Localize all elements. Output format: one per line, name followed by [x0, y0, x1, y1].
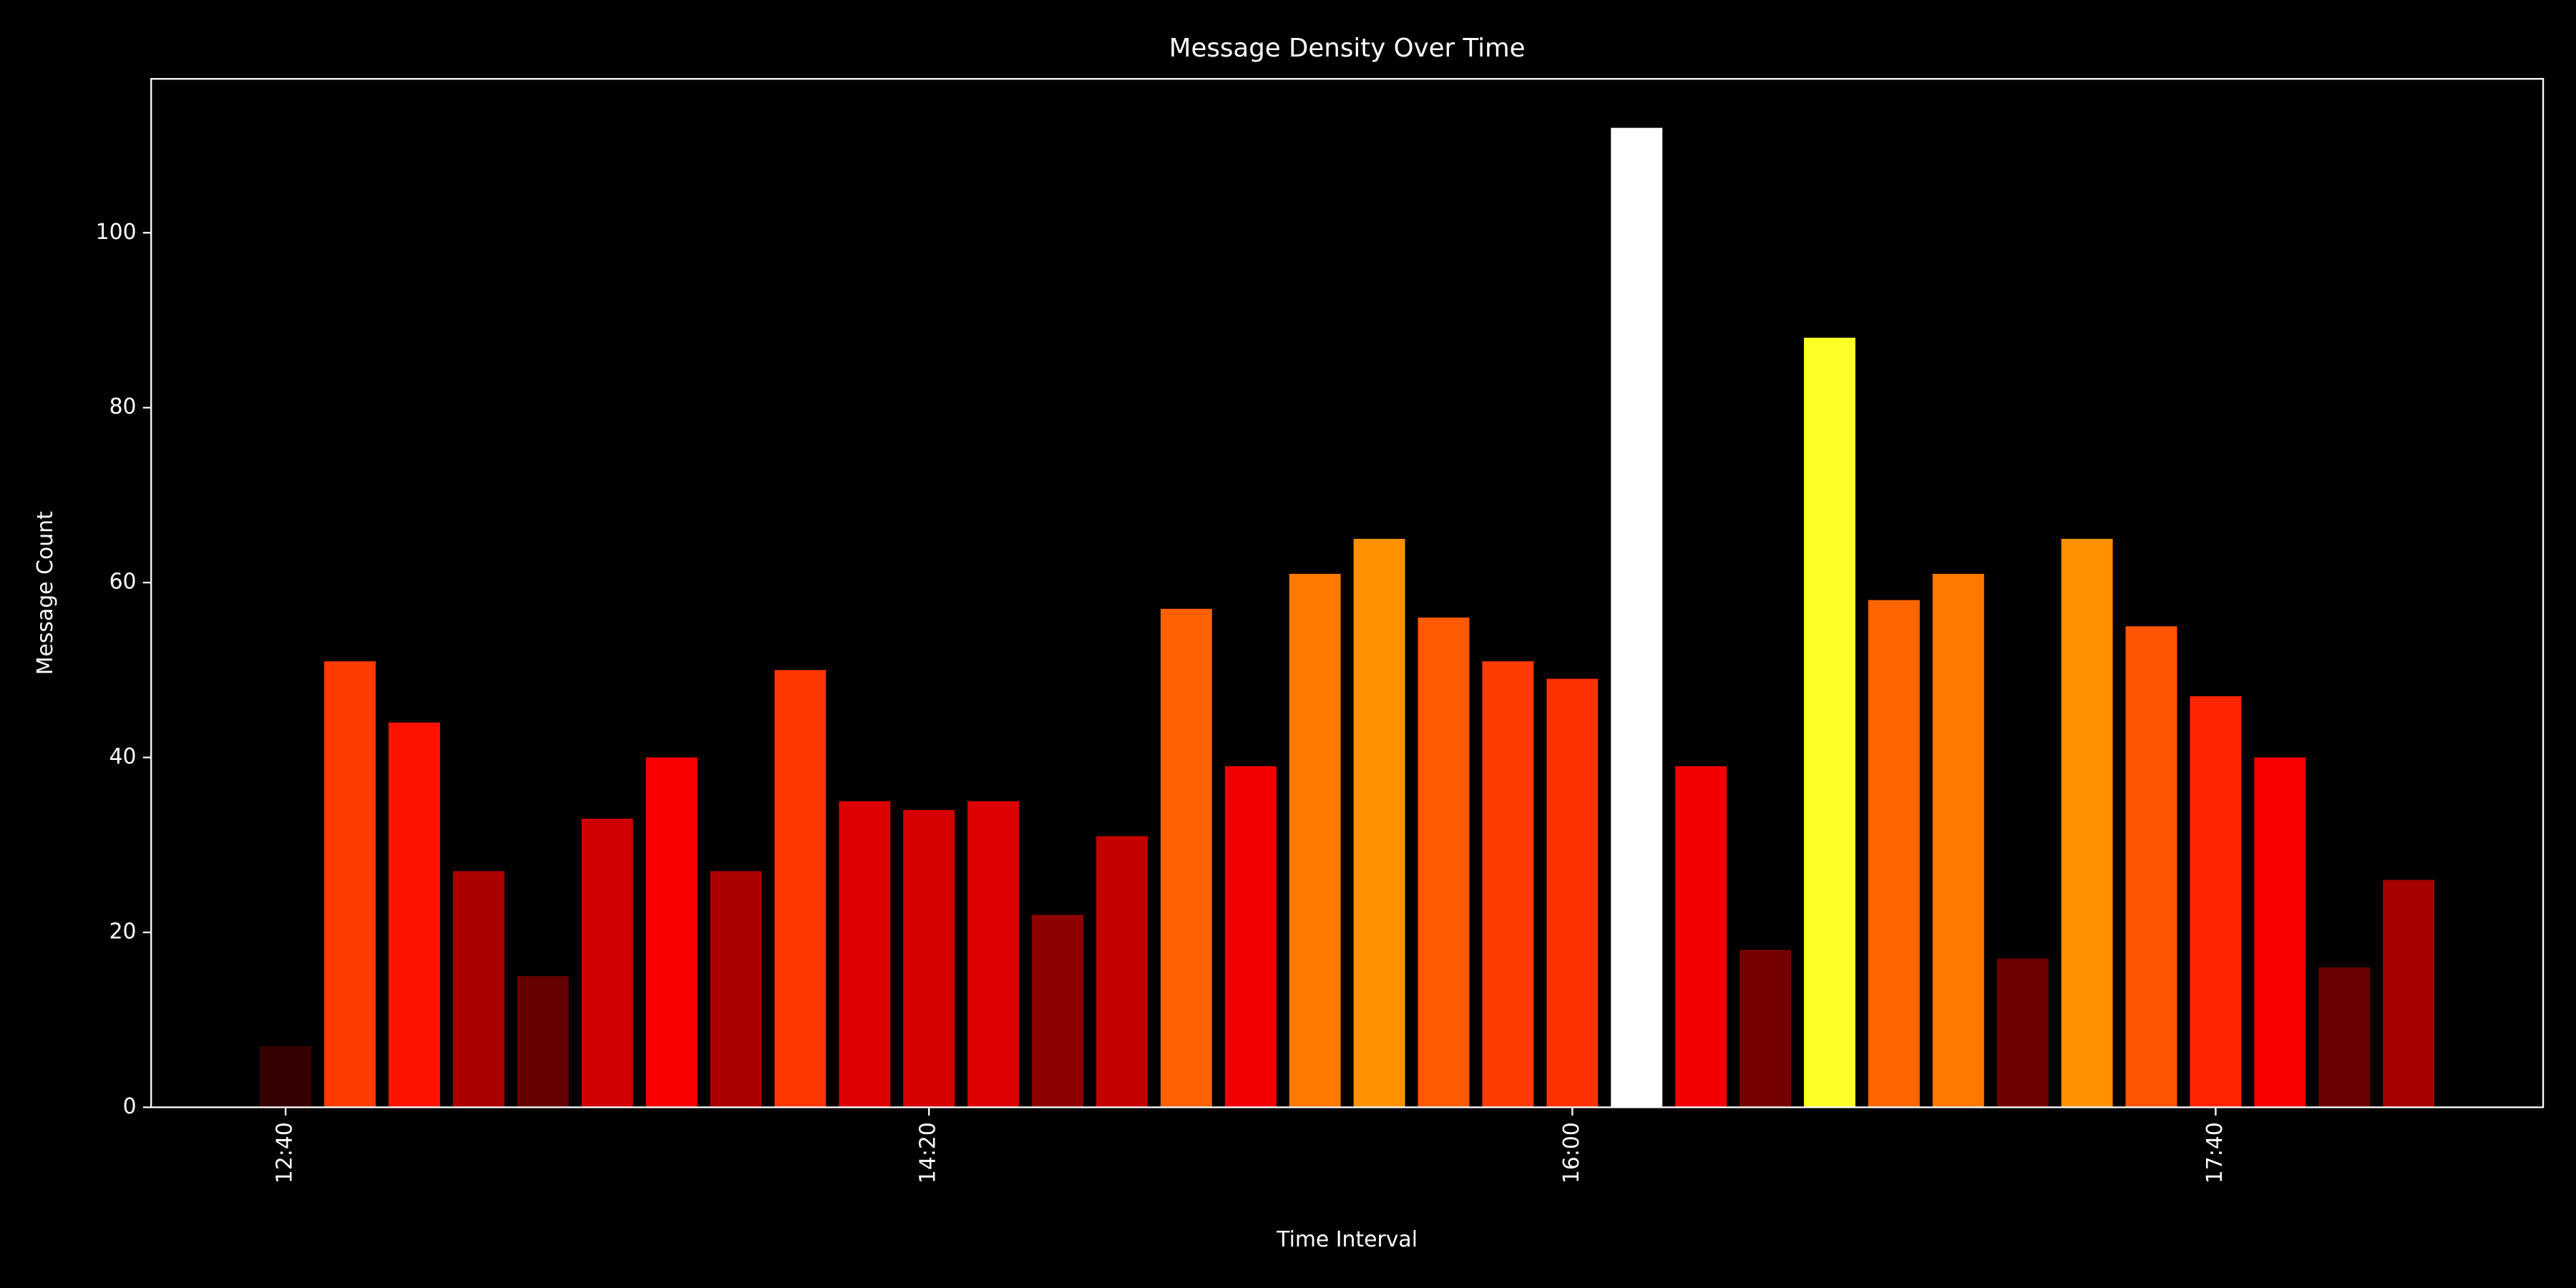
bar — [388, 722, 440, 1108]
bar — [839, 801, 891, 1108]
bar — [1932, 573, 1984, 1108]
bar — [452, 871, 504, 1108]
x-tick-label: 14:20 — [916, 1122, 941, 1184]
bar — [2383, 879, 2435, 1108]
y-tick-label: 20 — [109, 919, 137, 945]
bar — [1032, 914, 1084, 1108]
bar — [2190, 696, 2242, 1108]
bar — [1546, 678, 1599, 1108]
bar — [903, 809, 955, 1108]
y-axis-label: Message Count — [33, 511, 58, 675]
bar — [2318, 967, 2371, 1108]
bar — [1996, 958, 2049, 1108]
x-axis-label: Time Interval — [1276, 1227, 1418, 1252]
bar — [517, 976, 569, 1108]
bar — [1804, 337, 1855, 1108]
bar — [324, 661, 376, 1108]
bar — [1868, 600, 1920, 1108]
bar — [967, 801, 1020, 1108]
bar — [1418, 618, 1470, 1108]
chart-title: Message Density Over Time — [1169, 34, 1526, 63]
bar — [260, 1045, 312, 1108]
bar — [1740, 950, 1792, 1108]
bar — [1611, 127, 1663, 1108]
plot-frame — [150, 78, 2545, 1108]
bar — [1482, 661, 1534, 1108]
bar — [1675, 766, 1727, 1108]
bar — [1353, 539, 1405, 1108]
bar — [2061, 539, 2113, 1108]
y-tick-label: 60 — [109, 570, 137, 595]
bar — [2254, 757, 2306, 1108]
y-tick-label: 80 — [109, 394, 137, 419]
bar — [1224, 766, 1277, 1108]
y-tick-label: 40 — [109, 744, 137, 769]
x-tick-label: 16:00 — [1559, 1122, 1584, 1184]
bar — [1160, 608, 1212, 1108]
bar — [645, 757, 698, 1108]
x-tick-label: 12:40 — [273, 1122, 298, 1184]
bar — [1289, 573, 1341, 1108]
bar — [774, 670, 826, 1108]
y-tick-label: 0 — [123, 1094, 137, 1119]
x-tick-label: 17:40 — [2202, 1122, 2228, 1184]
bar — [710, 871, 762, 1108]
bar — [1096, 836, 1148, 1108]
y-tick-label: 100 — [96, 220, 137, 245]
bar — [581, 819, 633, 1108]
bar — [2125, 626, 2177, 1108]
